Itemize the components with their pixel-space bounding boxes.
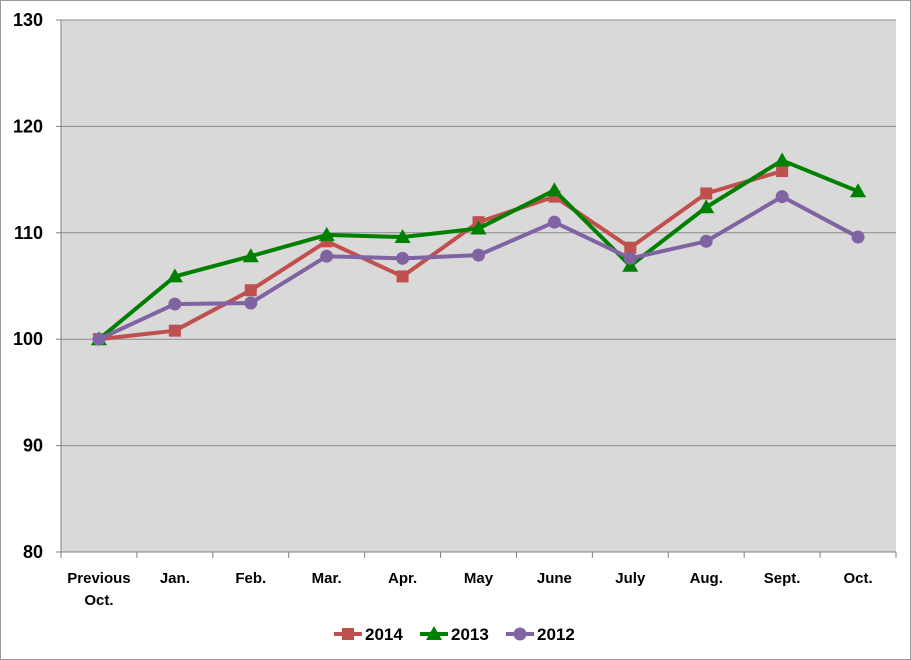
series-2012 <box>92 190 865 346</box>
data-point-2012 <box>472 248 485 262</box>
x-tick-label: Sept. <box>764 570 801 587</box>
x-tick-label: Previous <box>67 570 130 587</box>
data-point-2013 <box>850 183 867 198</box>
legend: 2014 2013 2012 <box>334 625 575 644</box>
data-point-2012 <box>775 190 789 204</box>
x-tick-label: Oct. <box>843 570 872 587</box>
data-point-2012 <box>396 251 410 265</box>
x-tick-label: Oct. <box>84 592 113 609</box>
x-tick-label: May <box>464 570 494 587</box>
data-point-2014 <box>624 241 637 254</box>
legend-item-2013: 2013 <box>420 625 489 644</box>
x-tick-label: Jan. <box>160 570 190 587</box>
data-point-2013 <box>318 226 335 241</box>
series-line-2014 <box>98 169 783 342</box>
data-point-2013 <box>166 268 183 283</box>
data-point-2013 <box>698 199 715 214</box>
data-point-2014 <box>168 324 181 337</box>
data-point-2014 <box>396 270 409 283</box>
data-point-2012 <box>320 249 334 263</box>
y-tick-label: 120 <box>13 116 43 136</box>
data-point-2014 <box>776 165 789 178</box>
legend-marker <box>342 628 354 640</box>
data-point-2013 <box>242 248 259 263</box>
data-point-2012 <box>699 234 713 248</box>
data-point-2013 <box>774 152 791 167</box>
series-lines <box>90 152 867 346</box>
legend-item-2014: 2014 <box>334 625 403 644</box>
data-point-2013 <box>394 229 411 244</box>
legend-marker <box>513 627 527 641</box>
x-tick-label: Aug. <box>690 570 723 587</box>
y-axis-ticks: 80 90 100 110 120 130 <box>13 10 61 562</box>
y-tick-label: 80 <box>23 542 43 562</box>
y-tick-label: 130 <box>13 10 43 30</box>
data-point-2012 <box>623 251 637 265</box>
legend-label: 2013 <box>451 625 489 644</box>
x-tick-label: Mar. <box>312 570 342 587</box>
axes <box>60 20 896 553</box>
y-tick-label: 110 <box>14 223 43 243</box>
x-tick-label: June <box>537 570 572 587</box>
data-point-2012 <box>92 332 106 346</box>
legend-label: 2012 <box>537 625 575 644</box>
plot-area <box>61 20 896 552</box>
data-point-2012 <box>851 230 865 244</box>
data-point-2013 <box>546 182 563 197</box>
y-tick-label: 90 <box>23 436 43 456</box>
data-point-2012 <box>168 297 182 311</box>
x-tick-label: Apr. <box>388 570 417 587</box>
data-point-2014 <box>244 284 257 297</box>
data-point-2014 <box>700 187 713 200</box>
y-tick-label: 100 <box>13 329 43 349</box>
x-tick-label: Feb. <box>235 570 266 587</box>
data-point-2012 <box>244 296 258 310</box>
data-point-2012 <box>547 215 561 229</box>
legend-marker <box>426 626 442 640</box>
legend-label: 2014 <box>365 625 403 644</box>
legend-item-2012: 2012 <box>506 625 575 644</box>
data-point-2013 <box>470 220 487 235</box>
x-tick-label: July <box>615 570 646 587</box>
x-axis-ticks: Previous Oct. Jan. Feb. Mar. Apr. May June July A… <box>60 552 897 609</box>
